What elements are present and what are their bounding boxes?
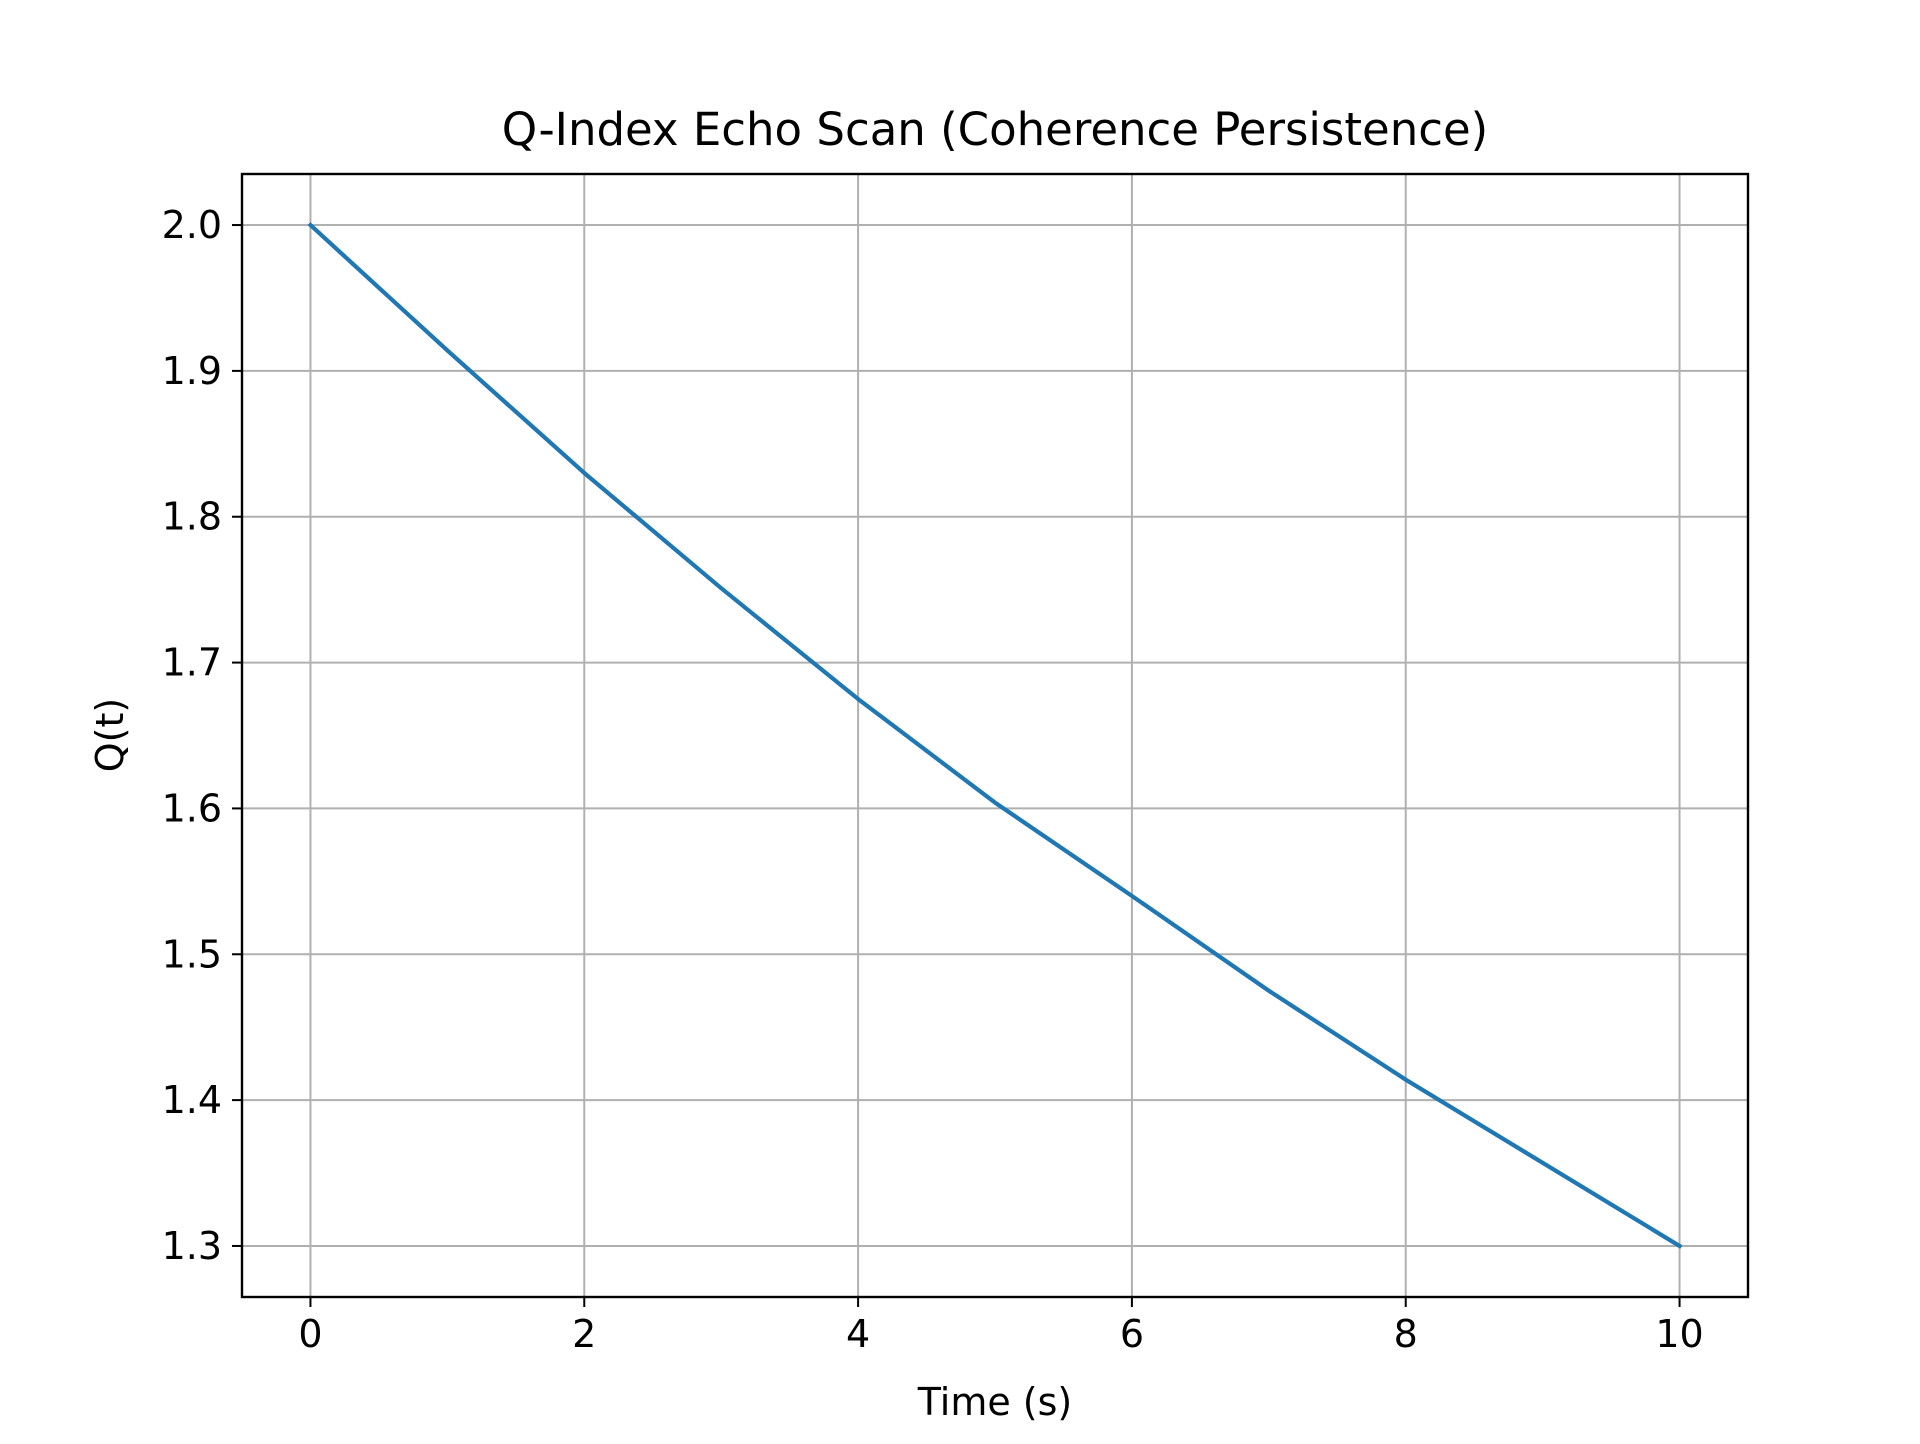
series-layer — [307, 222, 1683, 1249]
plot-frame — [240, 172, 1750, 1299]
plot-area-background — [242, 174, 1748, 1297]
series-line — [307, 222, 1683, 1249]
x-tick-label: 10 — [1655, 1312, 1703, 1356]
y-tick-label: 1.7 — [162, 641, 222, 685]
ticks: 0 2 4 6 8 10 1.3 1.4 1.5 1.6 1.7 1.8 1.9 2.0 — [162, 203, 1704, 1356]
x-tick-label: 6 — [1120, 1312, 1144, 1356]
x-tick-label: 0 — [298, 1312, 322, 1356]
x-tick-label: 8 — [1394, 1312, 1418, 1356]
y-tick-label: 1.6 — [162, 786, 222, 830]
chart-title: Q-Index Echo Scan (Coherence Persistence… — [502, 103, 1488, 156]
y-tick-label: 1.4 — [162, 1078, 222, 1122]
x-tick-label: 4 — [846, 1312, 870, 1356]
y-axis-label: Q(t) — [88, 698, 132, 772]
grid — [242, 174, 1748, 1297]
y-tick-label: 1.8 — [162, 495, 222, 539]
y-tick-label: 2.0 — [162, 203, 222, 247]
y-tick-label: 1.3 — [162, 1224, 222, 1268]
y-tick-label: 1.9 — [162, 349, 222, 393]
x-axis-label: Time (s) — [917, 1380, 1073, 1424]
x-tick-label: 2 — [572, 1312, 596, 1356]
y-tick-label: 1.5 — [162, 932, 222, 976]
